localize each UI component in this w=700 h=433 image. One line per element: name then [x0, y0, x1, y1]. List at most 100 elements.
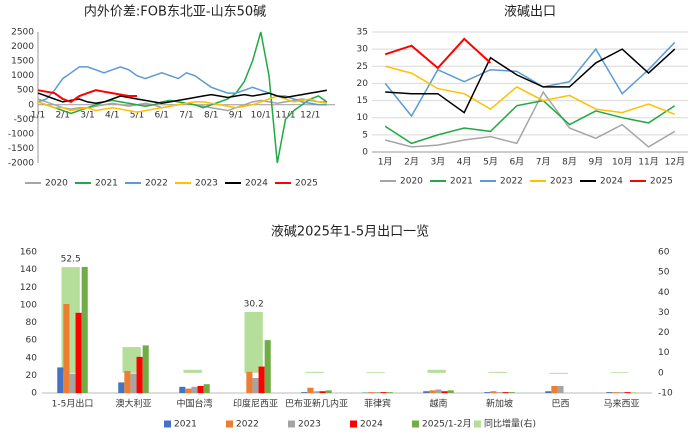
x-tick-label: 5月 [483, 157, 498, 168]
bar-yoy [183, 369, 202, 373]
y-tick-label: 140 [20, 265, 37, 275]
bar [441, 391, 448, 393]
y-tick-label: 500 [17, 86, 34, 96]
x-tick-label: 12月 [665, 157, 685, 168]
bar [191, 386, 198, 393]
y-tick-label: 0 [362, 148, 368, 158]
chart-title: 液碱2025年1-5月出口一览 [271, 224, 429, 240]
x-tick-label: 7月 [536, 157, 551, 168]
line-series [385, 90, 676, 148]
bar [319, 391, 326, 393]
y-tick-label: 35 [357, 28, 368, 38]
bar [264, 340, 271, 393]
bar [124, 370, 131, 393]
bar [496, 392, 503, 393]
line-series [384, 99, 676, 145]
x-tick-label: 澳大利亚 [115, 398, 151, 410]
legend-label: 2025/1-2月 [422, 419, 472, 430]
y-tick-label: 10 [357, 113, 369, 123]
x-tick-label: 10/1 [251, 110, 271, 120]
y-tick-label: 80 [26, 318, 38, 328]
y2-tick-label: 30 [658, 308, 670, 318]
legend-label: 2021 [174, 420, 197, 430]
y2-tick-label: 20 [658, 328, 670, 338]
y-tick-label: 2500 [11, 28, 34, 38]
x-tick-label: 4月 [457, 157, 472, 168]
bar [508, 392, 515, 393]
x-tick-label: 6/1 [155, 110, 169, 120]
bar-yoy [244, 312, 263, 373]
x-tick-label: 3/1 [80, 110, 94, 120]
y-tick-label: 60 [26, 336, 38, 346]
y2-tick-label: 0 [658, 368, 664, 378]
legend-label: 2022 [145, 179, 168, 189]
bar [203, 384, 210, 393]
chart-title: 内外价差:FOB东北亚-山东50碱 [84, 4, 266, 20]
x-tick-label: 9/1 [229, 110, 243, 120]
y-tick-label: -1500 [8, 144, 34, 154]
bar [69, 373, 76, 393]
chart-title: 液碱出口 [504, 5, 556, 20]
bar [484, 392, 491, 393]
bar [325, 390, 332, 393]
x-tick-label: 印度尼西亚 [233, 398, 278, 410]
legend-swatch [350, 420, 357, 428]
bar [307, 387, 314, 393]
legend-label: 2025 [295, 179, 318, 189]
y-tick-label: 20 [26, 371, 38, 381]
y-tick-label: 0 [31, 389, 37, 399]
y-tick-label: -1000 [8, 129, 34, 139]
y2-tick-label: 50 [658, 268, 670, 278]
bar [386, 392, 393, 393]
legend-label: 2021 [450, 177, 473, 187]
y-tick-label: -500 [14, 115, 35, 125]
x-tick-label: 4/1 [105, 110, 119, 120]
bar-yoy [427, 369, 446, 373]
bar-yoy [549, 372, 568, 374]
bar-yoy [610, 372, 629, 374]
line-series [37, 89, 137, 104]
bar [557, 385, 564, 393]
legend-label: 2023 [550, 177, 573, 187]
line-series [384, 37, 492, 70]
legend-label: 2025 [650, 177, 673, 187]
line-series [384, 41, 676, 118]
bar [63, 303, 70, 393]
legend-label: 2023 [298, 420, 321, 430]
bar [130, 373, 137, 393]
bar [368, 392, 375, 393]
x-tick-label: 11/1 [275, 110, 295, 120]
x-tick-label: 10月 [612, 157, 632, 168]
bar-yoy [122, 347, 141, 373]
x-tick-label: 越南 [429, 398, 447, 410]
bar [136, 356, 143, 393]
legend-label: 同比增量(右) [484, 418, 536, 430]
x-tick-label: 1/1 [31, 110, 45, 120]
y-tick-label: 160 [20, 248, 37, 258]
x-tick-label: 5/1 [130, 110, 144, 120]
bar-yoy [366, 372, 385, 374]
x-tick-label: 2月 [404, 157, 419, 168]
bar-yoy [305, 371, 324, 373]
y2-tick-label: 10 [658, 348, 670, 358]
x-tick-label: 中国台湾 [176, 398, 212, 410]
x-tick-label: 1-5月出口 [52, 398, 94, 410]
bar [81, 266, 88, 393]
legend-label: 2021 [95, 179, 118, 189]
legend-swatch [474, 420, 481, 428]
legend-label: 2022 [500, 177, 523, 187]
bar [490, 391, 497, 393]
bar [258, 366, 265, 393]
legend-swatch [164, 420, 171, 428]
y-tick-label: 0 [28, 100, 34, 110]
x-tick-label: 菲律宾 [364, 398, 391, 410]
x-tick-label: 12/1 [300, 110, 320, 120]
legend-label: 2020 [400, 177, 423, 187]
bar [447, 390, 454, 393]
x-tick-label: 8/1 [204, 110, 218, 120]
bar-yoy [488, 371, 507, 373]
bar [197, 385, 204, 393]
legend-label: 2020 [45, 179, 68, 189]
x-tick-label: 6月 [509, 157, 524, 168]
